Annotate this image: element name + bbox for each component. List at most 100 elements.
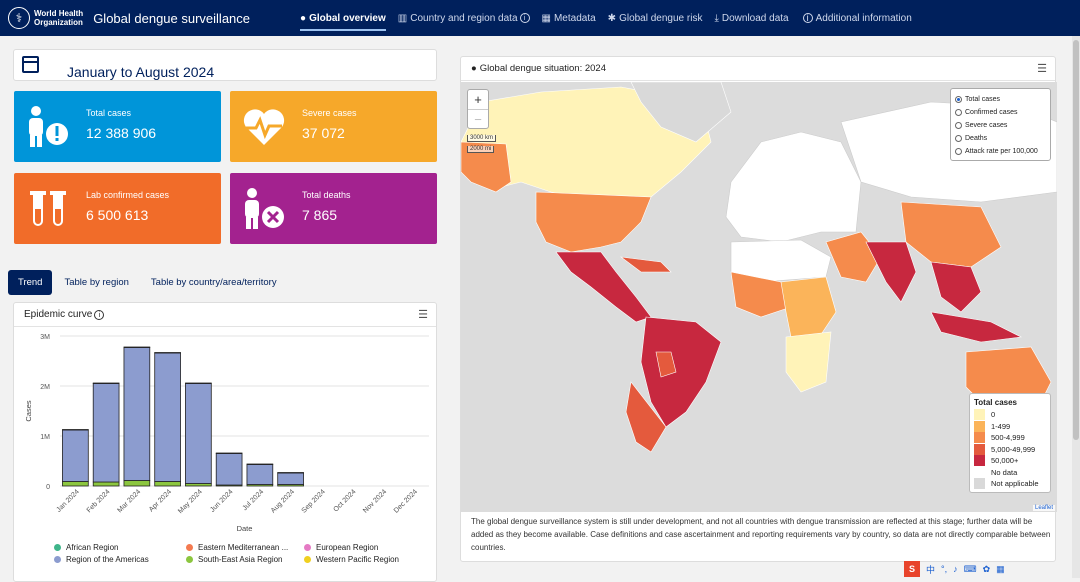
language-indicator[interactable]: 中	[926, 564, 936, 575]
nav-download-data[interactable]: ⤓ Download data	[714, 12, 789, 24]
period-card: January to August 2024	[13, 49, 437, 81]
main-nav: ● Global overview ▥ Country and region dat…	[300, 0, 924, 36]
kpi-value: 7 865	[302, 207, 338, 223]
x-tick-label: Feb 2024	[86, 488, 112, 514]
radio-attack-rate[interactable]: Attack rate per 100,000	[955, 145, 1046, 158]
kpi-label: Total deaths	[302, 190, 351, 200]
kpi-lab-confirmed: Lab confirmed cases 6 500 613	[14, 173, 221, 244]
nav-global-dengue-risk[interactable]: ✱ Global dengue risk	[607, 12, 703, 24]
legend-swatch	[54, 556, 61, 563]
punctuation-icon[interactable]: °,	[941, 564, 948, 574]
region-south-america	[640, 316, 722, 428]
apps-icon[interactable]: ▦	[996, 563, 1005, 574]
bar-chart-icon: ▥	[397, 12, 408, 24]
zoom-out-button[interactable]: −	[468, 109, 488, 128]
info-icon[interactable]: i	[94, 309, 105, 320]
legend-label: European Region	[316, 543, 379, 552]
map-card: ● Global dengue situation: 2024 ☰	[460, 56, 1057, 562]
radio-deaths[interactable]: Deaths	[955, 132, 1046, 145]
who-logo[interactable]: ⚕ World Health Organization	[8, 7, 83, 29]
epidemic-curve-header: Epidemic curve i	[14, 303, 436, 327]
map-legend-title: Total cases	[974, 398, 1017, 407]
legend-item[interactable]: European Region	[304, 543, 378, 552]
chart-options-icon[interactable]: ☰	[418, 309, 428, 321]
x-tick-label: Oct 2024	[332, 488, 357, 513]
bar-segment	[92, 383, 120, 483]
scale-km: 3000 km	[467, 135, 497, 142]
map-title: Global dengue situation: 2024	[479, 63, 606, 74]
bar-segment	[154, 481, 181, 487]
nav-additional-information[interactable]: i Additional information	[801, 0, 912, 36]
person-alert-icon	[29, 106, 68, 147]
nav-global-overview[interactable]: ● Global overview	[300, 0, 386, 36]
region-usa	[535, 191, 652, 253]
page-scrollbar[interactable]	[1072, 36, 1080, 578]
map-legend-swatch	[974, 409, 985, 421]
region-europe	[725, 131, 862, 243]
legend-label: Eastern Mediterranean ...	[198, 543, 289, 552]
epidemic-curve-chart: 0 1M 2M 3M Cases Jan 2024 Feb 2024 Mar 2024 Apr …	[24, 334, 429, 533]
legend-swatch	[186, 544, 193, 551]
map-legend-swatch	[974, 478, 985, 490]
bar-segment	[246, 463, 274, 465]
ime-icon[interactable]: S	[904, 561, 920, 577]
map-legend-label: 0	[991, 410, 996, 420]
legend-label: African Region	[66, 543, 119, 552]
skin-icon[interactable]: ✿	[982, 563, 991, 574]
kpi-value: 12 388 906	[86, 125, 157, 141]
legend-swatch	[186, 556, 193, 563]
world-map[interactable]: + − 3000 km 2000 mi Total cases Confirme…	[461, 82, 1057, 512]
legend-item[interactable]: Region of the Americas	[54, 555, 149, 564]
map-legend-item: 5,000-49,999	[974, 443, 1046, 456]
tab-table-by-region[interactable]: Table by region	[64, 277, 129, 288]
bar-segment	[277, 472, 304, 485]
nav-metadata[interactable]: ▦ Metadata	[541, 12, 596, 24]
map-legend-label: 50,000+	[991, 456, 1019, 466]
kpi-total-cases: Total cases 12 388 906	[14, 91, 221, 162]
bar-segment	[92, 481, 120, 487]
nav-country-region-data[interactable]: ▥ Country and region data i	[398, 0, 530, 36]
world-map-svg[interactable]	[461, 82, 1057, 512]
leaflet-attribution[interactable]: Leaflet	[1032, 505, 1055, 511]
legend-item[interactable]: African Region	[54, 543, 118, 552]
region-southern-cone	[625, 381, 667, 453]
map-legend: Total cases 0 1-499 500-4,999 5,000-49,999 5…	[969, 393, 1051, 493]
microphone-icon[interactable]: ♪	[953, 564, 958, 574]
region-indonesia	[930, 311, 1023, 343]
map-header: ● Global dengue situation: 2024	[461, 57, 1055, 81]
map-legend-item: 0	[974, 409, 1046, 421]
region-caribbean	[619, 256, 672, 273]
map-legend-swatch	[974, 443, 985, 455]
bar-segment	[62, 429, 89, 482]
map-legend-swatch	[974, 432, 985, 444]
x-tick-label: Nov 2024	[362, 488, 388, 514]
bar-segment	[154, 352, 181, 482]
radio-confirmed-cases[interactable]: Confirmed cases	[955, 106, 1046, 119]
map-disclaimer: The global dengue surveillance system is…	[471, 517, 1051, 552]
map-options-icon[interactable]: ☰	[1037, 63, 1047, 75]
globe-icon: ●	[471, 63, 477, 74]
kpi-label: Lab confirmed cases	[86, 190, 170, 200]
who-emblem-icon: ⚕	[8, 7, 30, 29]
legend-item[interactable]: Eastern Mediterranean ...	[186, 543, 288, 552]
x-tick-label: Apr 2024	[148, 488, 173, 513]
period-title: January to August 2024	[67, 64, 215, 80]
bar-segment	[185, 382, 212, 384]
bar-segment	[215, 452, 243, 454]
kpi-value: 6 500 613	[86, 207, 149, 223]
tab-table-by-country[interactable]: Table by country/area/territory	[150, 277, 277, 288]
tab-trend[interactable]: Trend	[8, 270, 53, 295]
radio-total-cases[interactable]: Total cases	[955, 93, 1046, 106]
x-tick-label: Mar 2024	[116, 488, 142, 514]
radio-severe-cases[interactable]: Severe cases	[955, 119, 1046, 132]
zoom-in-button[interactable]: +	[474, 92, 482, 107]
legend-item[interactable]: South-East Asia Region	[186, 555, 283, 564]
app-title: Global dengue surveillance	[93, 10, 251, 26]
info-icon: i	[519, 13, 530, 23]
legend-item[interactable]: Western Pacific Region	[304, 555, 399, 564]
y-axis-label: Cases	[24, 400, 33, 422]
map-legend-label: 5,000-49,999	[991, 444, 1036, 454]
keyboard-icon[interactable]: ⌨	[963, 563, 977, 574]
view-tabs: Trend Table by region Table by country/a…	[8, 270, 289, 295]
bar-segment	[185, 383, 212, 484]
